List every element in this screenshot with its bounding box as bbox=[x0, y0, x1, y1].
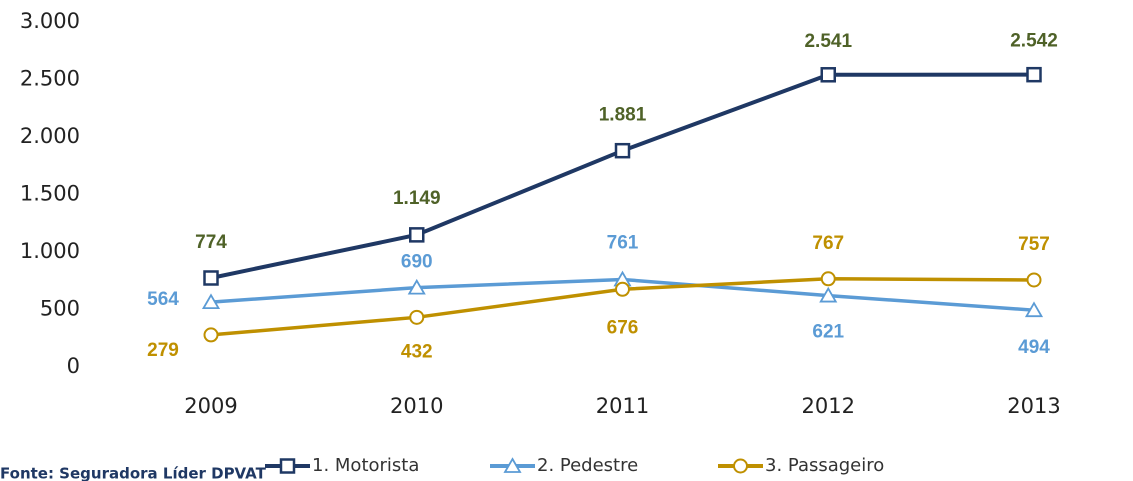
data-label: 1.881 bbox=[599, 105, 647, 126]
data-label: 2.542 bbox=[1010, 31, 1058, 52]
x-tick-label: 2011 bbox=[596, 394, 649, 418]
data-label: 774 bbox=[195, 232, 227, 253]
data-label: 757 bbox=[1018, 234, 1050, 255]
legend-marker bbox=[503, 457, 522, 473]
legend-marker bbox=[733, 458, 748, 474]
legend-marker bbox=[279, 458, 296, 474]
legend-label: 2. Pedestre bbox=[537, 455, 638, 476]
data-label: 621 bbox=[812, 322, 844, 343]
point bbox=[1026, 66, 1042, 83]
data-label: 690 bbox=[401, 252, 433, 273]
x-tick-label: 2013 bbox=[1007, 394, 1060, 418]
point bbox=[820, 67, 836, 83]
legend-label: 1. Motorista bbox=[312, 455, 419, 476]
data-label: 767 bbox=[812, 233, 844, 254]
point bbox=[819, 286, 838, 303]
y-tick-label: 2.500 bbox=[20, 67, 80, 91]
point bbox=[201, 293, 221, 310]
y-tick-label: 500 bbox=[40, 297, 80, 321]
point bbox=[614, 142, 631, 159]
y-tick-label: 1.000 bbox=[20, 239, 80, 263]
x-tick-label: 2012 bbox=[802, 394, 855, 418]
data-label: 432 bbox=[401, 341, 433, 362]
y-tick-label: 0 bbox=[67, 354, 80, 378]
y-tick-label: 3.000 bbox=[20, 9, 80, 33]
data-label: 2.541 bbox=[804, 31, 852, 52]
data-label: 494 bbox=[1018, 337, 1050, 358]
point bbox=[1024, 301, 1044, 318]
point bbox=[820, 271, 836, 287]
x-tick-label: 2009 bbox=[184, 394, 237, 418]
data-label: 1.149 bbox=[393, 188, 441, 209]
point bbox=[409, 227, 425, 243]
point bbox=[203, 327, 219, 343]
y-tick-label: 1.500 bbox=[20, 182, 80, 206]
data-label: 761 bbox=[607, 233, 639, 254]
legend-label: 3. Passageiro bbox=[765, 455, 884, 476]
y-tick-label: 2.000 bbox=[20, 124, 80, 148]
point bbox=[409, 309, 425, 325]
data-label: 676 bbox=[607, 317, 639, 338]
data-label: 564 bbox=[147, 289, 179, 310]
point bbox=[1026, 272, 1042, 288]
point bbox=[203, 270, 219, 286]
source: Fonte: Seguradora Líder DPVAT bbox=[0, 465, 267, 481]
x-tick-label: 2010 bbox=[390, 394, 443, 418]
point bbox=[407, 278, 426, 295]
point bbox=[615, 281, 630, 297]
data-label: 279 bbox=[147, 340, 179, 361]
